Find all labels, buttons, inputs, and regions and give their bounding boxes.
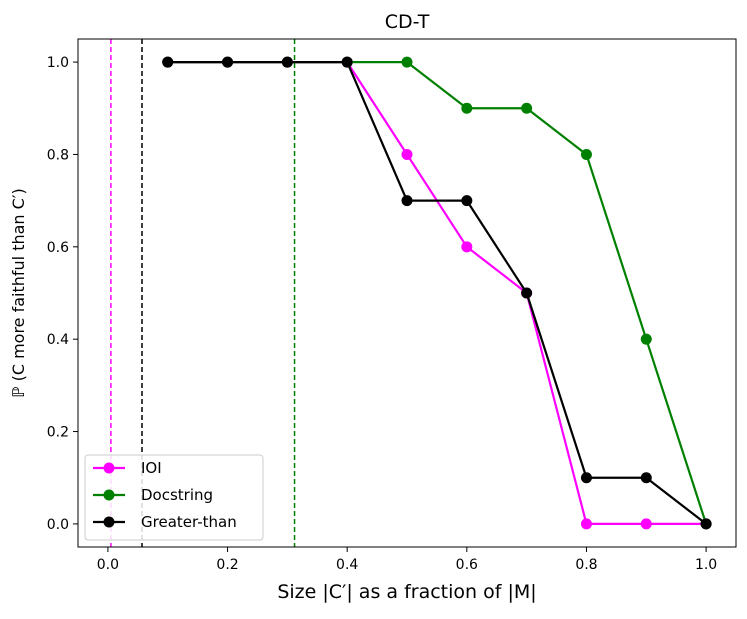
legend-marker-greater-than [103, 516, 115, 528]
data-point-docstring [580, 148, 592, 160]
chart-title: CD-T [385, 11, 430, 33]
y-tick-label: 0.8 [47, 147, 69, 163]
data-point-greater-than [281, 56, 293, 68]
data-point-greater-than [580, 472, 592, 484]
legend-entry-docstring: Docstring [93, 486, 213, 504]
legend-label-ioi: IOI [141, 459, 162, 477]
y-tick-label: 0.2 [47, 425, 69, 441]
legend-box [84, 454, 264, 541]
x-axis-ticks: 0.0 0.2 0.4 0.6 0.8 1.0 [97, 547, 717, 573]
legend-marker-ioi [103, 462, 115, 474]
data-point-greater-than [700, 518, 712, 530]
legend-marker-docstring [103, 489, 115, 501]
plot-frame [77, 38, 737, 548]
data-point-ioi [640, 518, 652, 530]
data-point-greater-than [521, 287, 533, 299]
x-tick-label: 0.0 [97, 557, 119, 573]
data-point-greater-than [341, 56, 353, 68]
data-point-greater-than [222, 56, 234, 68]
x-axis-title: Size |C′| as a fraction of |M| [277, 581, 536, 603]
data-point-ioi [580, 518, 592, 530]
legend-entry-ioi: IOI [93, 459, 162, 477]
data-point-greater-than [162, 56, 174, 68]
series-line-greater-than [167, 60, 707, 525]
legend-label-docstring: Docstring [141, 486, 213, 504]
y-tick-label: 0.0 [47, 517, 69, 533]
data-point-ioi [401, 148, 413, 160]
data-point-docstring [461, 102, 473, 114]
y-tick-label: 0.4 [47, 332, 69, 348]
legend-label-greater-than: Greater-than [141, 513, 237, 531]
y-axis-ticks: 0.0 0.2 0.4 0.6 0.8 1.0 [47, 55, 78, 533]
data-point-ioi [461, 241, 473, 253]
y-tick-label: 0.6 [47, 240, 69, 256]
data-point-greater-than [401, 195, 413, 207]
data-point-docstring [640, 333, 652, 345]
y-axis-title: ℙ (C more faithful than C′) [9, 188, 28, 397]
data-point-greater-than [640, 472, 652, 484]
legend-entry-greater-than: Greater-than [93, 513, 237, 531]
data-point-docstring [401, 56, 413, 68]
reference-lines [110, 39, 296, 547]
x-tick-label: 1.0 [695, 557, 717, 573]
x-tick-label: 0.2 [216, 557, 238, 573]
x-tick-label: 0.4 [336, 557, 358, 573]
series-greater-than [162, 56, 712, 530]
x-tick-label: 0.8 [575, 557, 597, 573]
x-tick-label: 0.6 [456, 557, 478, 573]
data-point-greater-than [461, 195, 473, 207]
data-point-docstring [521, 102, 533, 114]
legend: IOI Docstring Greater-than [84, 454, 264, 541]
series-layer [162, 56, 712, 530]
y-tick-label: 1.0 [47, 55, 69, 71]
